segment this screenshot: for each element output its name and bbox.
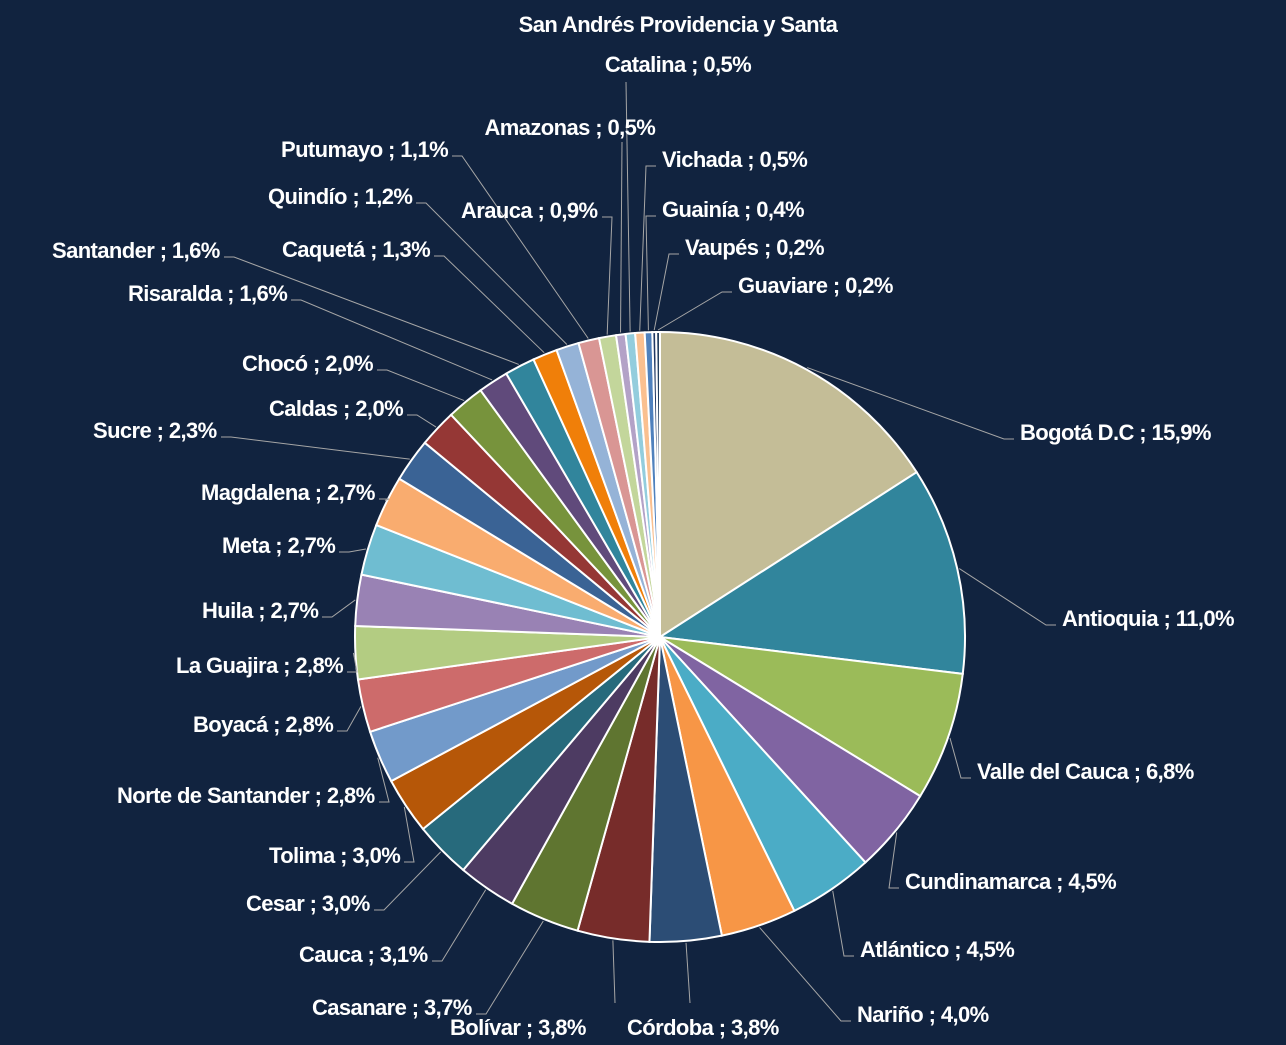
data-label: Sucre ; 2,3% xyxy=(93,418,217,443)
leader-line xyxy=(657,291,732,331)
data-label: Putumayo ; 1,1% xyxy=(281,137,449,162)
leader-line xyxy=(625,81,631,332)
leader-line xyxy=(403,806,415,863)
leader-line xyxy=(434,255,545,354)
leader-line xyxy=(685,942,691,1004)
data-label: Cauca ; 3,1% xyxy=(299,942,428,967)
leader-line xyxy=(322,599,356,618)
leader-line xyxy=(888,832,899,889)
data-label: San Andrés Providencia y Santa Catalina … xyxy=(518,12,838,77)
data-label: Chocó ; 2,0% xyxy=(242,351,374,376)
data-label: Huila ; 2,7% xyxy=(202,598,319,623)
leader-line xyxy=(379,498,390,501)
leader-line xyxy=(416,202,568,345)
leader-line xyxy=(949,737,971,779)
data-label: Atlántico ; 4,5% xyxy=(860,937,1015,962)
data-label: Casanare ; 3,7% xyxy=(312,995,472,1020)
leader-line xyxy=(291,299,493,381)
data-label: Boyacá ; 2,8% xyxy=(193,712,334,737)
data-label: Amazonas ; 0,5% xyxy=(484,115,656,140)
leader-line xyxy=(347,652,358,673)
leader-line xyxy=(377,757,390,803)
leader-line xyxy=(339,548,366,553)
data-label: Guainía ; 0,4% xyxy=(662,197,805,222)
data-label: Arauca ; 0,9% xyxy=(461,198,598,223)
leader-line xyxy=(958,568,1056,626)
leader-line xyxy=(337,706,362,732)
data-label: Cundinamarca ; 4,5% xyxy=(905,869,1117,894)
data-label: Valle del Cauca ; 6,8% xyxy=(977,759,1194,784)
data-label: La Guajira ; 2,8% xyxy=(176,653,344,678)
data-label: Caquetá ; 1,3% xyxy=(282,237,431,262)
data-label: Cesar ; 3,0% xyxy=(246,891,370,916)
data-label: Norte de Santander ; 2,8% xyxy=(117,783,375,808)
pie-slice xyxy=(659,636,964,798)
data-label: Guaviare ; 0,2% xyxy=(738,273,893,298)
data-label: Magdalena ; 2,7% xyxy=(201,480,375,505)
leader-line xyxy=(602,216,613,335)
leader-line xyxy=(407,414,437,428)
data-label: Risaralda ; 1,6% xyxy=(128,281,288,306)
pie-slice xyxy=(659,330,919,639)
pie-slice xyxy=(655,330,661,638)
leader-line xyxy=(452,155,589,339)
data-label: Córdoba ; 3,8% xyxy=(627,1015,779,1040)
data-label: Vichada ; 0,5% xyxy=(662,147,808,172)
leader-line xyxy=(832,890,854,957)
leader-line xyxy=(645,215,656,331)
data-label: Bolívar ; 3,8% xyxy=(450,1015,586,1040)
data-label: Vaupés ; 0,2% xyxy=(685,235,825,260)
leader-line xyxy=(620,141,623,333)
data-label: Nariño ; 4,0% xyxy=(857,1002,989,1027)
data-label: Antioquia ; 11,0% xyxy=(1062,606,1235,631)
data-label: Quindío ; 1,2% xyxy=(268,184,413,209)
data-label: Caldas ; 2,0% xyxy=(269,396,404,421)
pie-slice xyxy=(657,470,966,675)
leader-line xyxy=(224,256,519,365)
leader-line xyxy=(759,927,851,1022)
leader-line xyxy=(612,940,616,1004)
leader-line xyxy=(377,369,465,402)
leader-line xyxy=(374,851,442,911)
leader-line xyxy=(653,253,679,331)
leader-line xyxy=(432,889,487,962)
data-label: Santander ; 1,6% xyxy=(52,238,220,263)
data-label: Meta ; 2,7% xyxy=(222,533,336,558)
leader-line xyxy=(221,436,410,460)
leader-line xyxy=(807,367,1014,440)
leader-line xyxy=(476,920,544,1015)
data-label: Bogotá D.C ; 15,9% xyxy=(1020,420,1212,445)
data-label: Tolima ; 3,0% xyxy=(269,843,401,868)
leader-line xyxy=(639,165,656,331)
